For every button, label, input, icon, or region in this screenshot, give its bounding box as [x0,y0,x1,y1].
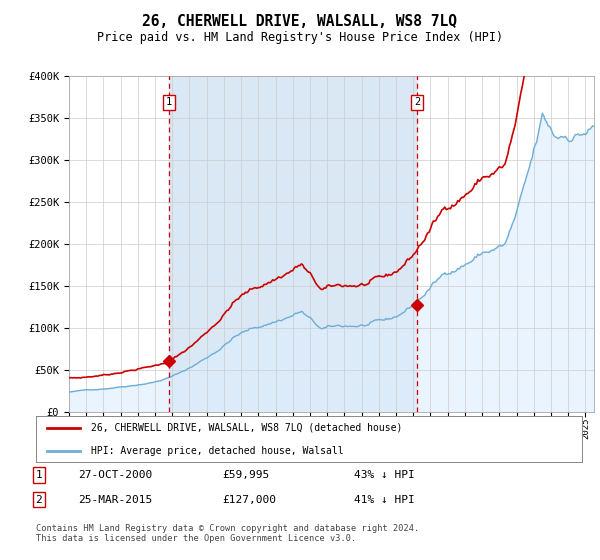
Text: 2: 2 [35,494,43,505]
Text: 27-OCT-2000: 27-OCT-2000 [78,470,152,480]
Text: HPI: Average price, detached house, Walsall: HPI: Average price, detached house, Wals… [91,446,343,455]
Text: 26, CHERWELL DRIVE, WALSALL, WS8 7LQ: 26, CHERWELL DRIVE, WALSALL, WS8 7LQ [143,14,458,29]
Text: 43% ↓ HPI: 43% ↓ HPI [354,470,415,480]
Text: 2: 2 [414,97,421,108]
Text: £127,000: £127,000 [222,494,276,505]
Text: 25-MAR-2015: 25-MAR-2015 [78,494,152,505]
Text: 26, CHERWELL DRIVE, WALSALL, WS8 7LQ (detached house): 26, CHERWELL DRIVE, WALSALL, WS8 7LQ (de… [91,423,402,432]
Text: 1: 1 [166,97,172,108]
Text: £59,995: £59,995 [222,470,269,480]
Text: Price paid vs. HM Land Registry's House Price Index (HPI): Price paid vs. HM Land Registry's House … [97,31,503,44]
Text: 1: 1 [35,470,43,480]
Text: Contains HM Land Registry data © Crown copyright and database right 2024.
This d: Contains HM Land Registry data © Crown c… [36,524,419,543]
Bar [169,76,417,412]
Text: 41% ↓ HPI: 41% ↓ HPI [354,494,415,505]
